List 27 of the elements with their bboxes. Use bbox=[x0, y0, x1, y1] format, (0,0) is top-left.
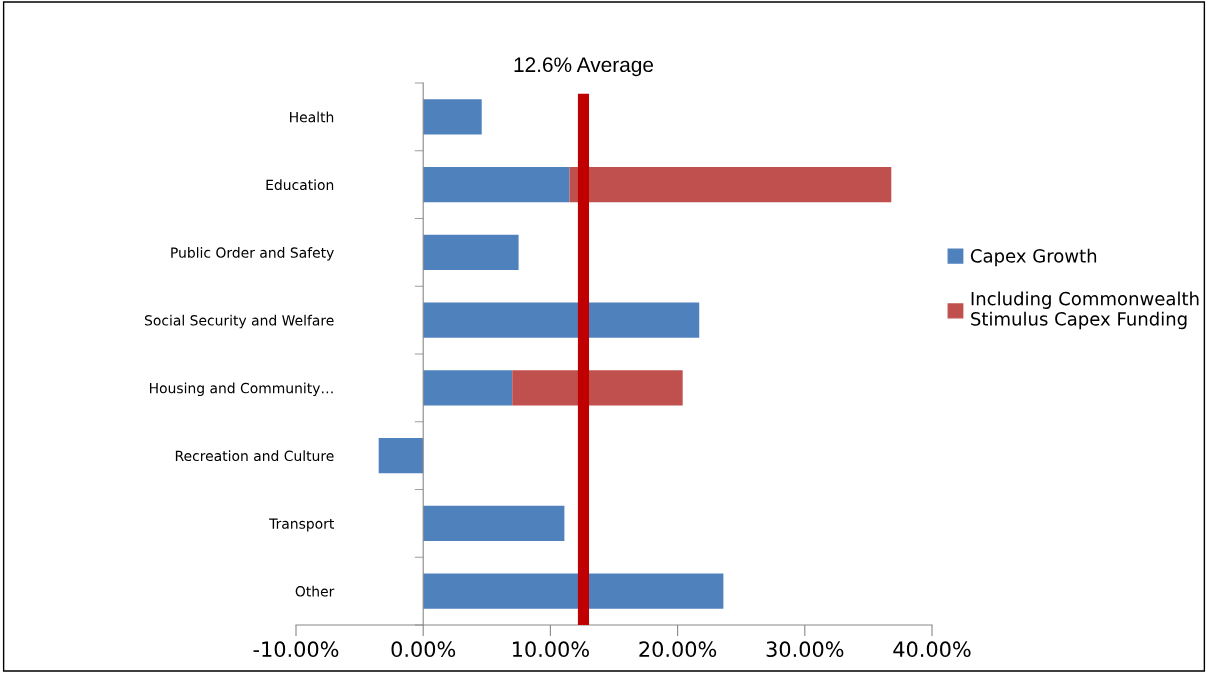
ref-line-label: 12.6% Average bbox=[514, 57, 654, 77]
bar bbox=[423, 234, 519, 270]
y-tick-label: Transport bbox=[269, 518, 334, 532]
x-tick-label: 20.00% bbox=[639, 641, 717, 658]
y-tick-label: Social Security and Welfare bbox=[144, 314, 334, 329]
bar bbox=[423, 99, 482, 135]
bar bbox=[512, 370, 683, 406]
y-tick-label: Recreation and Culture bbox=[175, 450, 334, 462]
bar bbox=[423, 505, 565, 541]
y-tick-label: Other bbox=[295, 585, 335, 597]
y-tick-label: Health bbox=[290, 111, 334, 123]
y-tick-label: Housing and Community… bbox=[149, 382, 333, 397]
x-tick-label: 40.00% bbox=[893, 641, 971, 658]
x-tick-label: -10.00% bbox=[253, 641, 339, 658]
y-tick-label: Education bbox=[266, 179, 334, 191]
bar bbox=[423, 370, 513, 406]
bar bbox=[378, 438, 424, 474]
bar bbox=[423, 302, 700, 338]
x-tick-label: 0.00% bbox=[391, 641, 456, 658]
legend-label: Capex Growth bbox=[970, 248, 1097, 267]
y-tick-label: Public Order and Safety bbox=[171, 247, 334, 261]
bar bbox=[423, 167, 570, 203]
x-tick-label: 10.00% bbox=[512, 641, 589, 658]
legend-label: Including Commonwealth Stimulus Capex Funding bbox=[971, 291, 1199, 330]
x-tick-label: 30.00% bbox=[766, 641, 844, 658]
bar bbox=[423, 573, 724, 609]
bar bbox=[569, 167, 892, 203]
